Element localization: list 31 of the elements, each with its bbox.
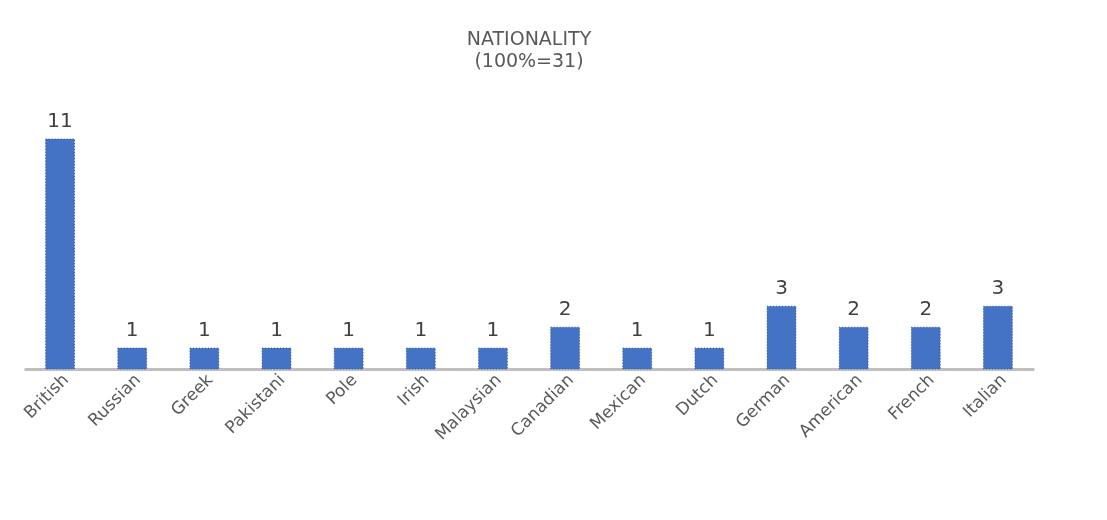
bar: [405, 347, 436, 370]
data-label: 1: [414, 317, 428, 342]
data-label: 1: [270, 317, 283, 342]
bar: [910, 326, 941, 370]
bar: [694, 347, 725, 370]
data-label: 1: [630, 317, 644, 342]
x-tick-label: Pole: [321, 369, 361, 409]
bar: [838, 326, 869, 370]
data-label: 3: [991, 275, 1005, 300]
bar: [550, 326, 580, 370]
bar: [478, 347, 508, 370]
data-label: 11: [47, 108, 73, 132]
data-label: 2: [847, 296, 861, 321]
bar: [766, 305, 797, 370]
data-label: 3: [775, 275, 788, 300]
data-label: 2: [558, 296, 572, 321]
chart-subtitle: (100%=31): [474, 49, 584, 71]
bar: [45, 138, 75, 370]
data-label: 1: [486, 317, 500, 342]
chart-title: NATIONALITY: [466, 27, 592, 49]
data-label: 2: [919, 296, 933, 321]
bar: [189, 347, 220, 370]
bar: [622, 347, 653, 370]
data-label: 1: [197, 317, 211, 342]
data-label: 1: [342, 317, 356, 342]
bar: [983, 305, 1013, 370]
bar: [261, 347, 292, 370]
bar: [117, 347, 148, 370]
data-label: 1: [125, 317, 139, 342]
bar: [333, 347, 364, 370]
data-label: 1: [702, 317, 716, 342]
